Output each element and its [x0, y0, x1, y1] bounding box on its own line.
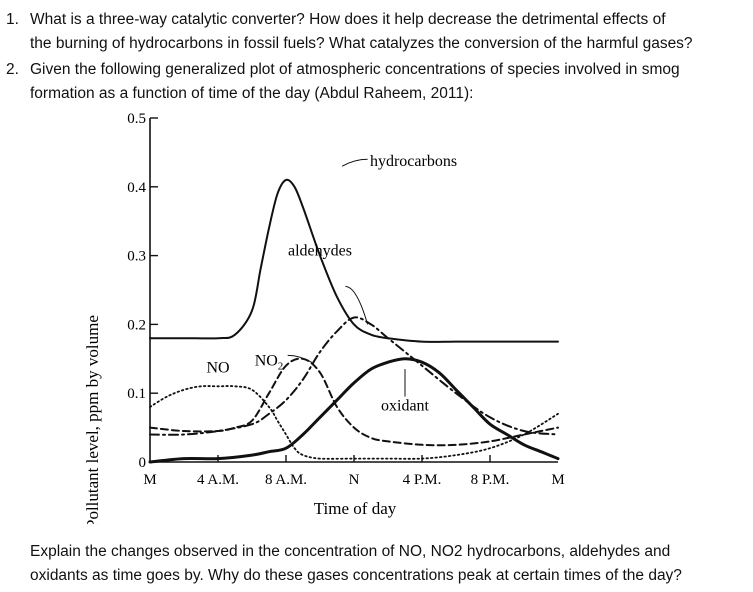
x-tick-label: 8 A.M. — [265, 472, 307, 488]
x-tick-label: 4 A.M. — [197, 472, 239, 488]
y-tick-label: 0.1 — [127, 386, 146, 402]
leader-aldehydes — [345, 286, 369, 325]
plot-labels: Pollutant level, ppm by volume Time of d… — [83, 111, 565, 524]
closing-line: oxidants as time goes by. Why do these g… — [30, 567, 682, 584]
question-number: 2. — [6, 61, 19, 78]
annotation-no2: NO2 — [255, 353, 284, 373]
plot-axes — [149, 117, 558, 463]
y-tick-label: 0 — [139, 455, 147, 471]
closing-line: Explain the changes observed in the conc… — [30, 543, 671, 560]
y-tick-label: 0.3 — [127, 249, 146, 265]
closing-text: Explain the changes observed in the conc… — [30, 540, 682, 588]
plot-series — [148, 158, 560, 464]
annotation-no: NO — [206, 360, 229, 377]
annotation-aldehydes: aldehydes — [288, 243, 352, 260]
question-line: formation as a function of time of the d… — [30, 85, 474, 102]
question-line: Given the following generalized plot of … — [30, 61, 680, 78]
series-aldehydes — [149, 316, 559, 436]
annotation-oxidant: oxidant — [381, 397, 430, 414]
leader-no2 — [287, 354, 312, 363]
x-tick-label: M — [551, 472, 564, 488]
y-tick-label: 0.4 — [127, 180, 146, 196]
y-axis-label: Pollutant level, ppm by volume — [83, 315, 102, 524]
series-hydrocarbons — [149, 178, 559, 343]
series-oxidant — [148, 357, 560, 464]
x-tick-label: 4 P.M. — [403, 472, 442, 488]
y-tick-label: 0.2 — [127, 317, 146, 333]
x-tick-label: N — [349, 472, 360, 488]
annotation-hydrocarbons: hydrocarbons — [370, 153, 457, 170]
smog-plot: Pollutant level, ppm by volume Time of d… — [83, 111, 565, 524]
leader-hydrocarbons — [341, 158, 368, 167]
x-tick-label: 8 P.M. — [471, 472, 510, 488]
x-tick-label: M — [143, 472, 156, 488]
question-line: the burning of hydrocarbons in fossil fu… — [30, 35, 693, 52]
question-line: What is a three-way catalytic converter?… — [30, 11, 666, 28]
y-tick-label: 0.5 — [127, 111, 146, 127]
series-no — [149, 385, 559, 460]
annotation-subscript: 2 — [278, 361, 284, 373]
x-axis-label: Time of day — [314, 499, 397, 518]
question-number: 1. — [6, 11, 19, 28]
series-no2 — [149, 357, 559, 447]
